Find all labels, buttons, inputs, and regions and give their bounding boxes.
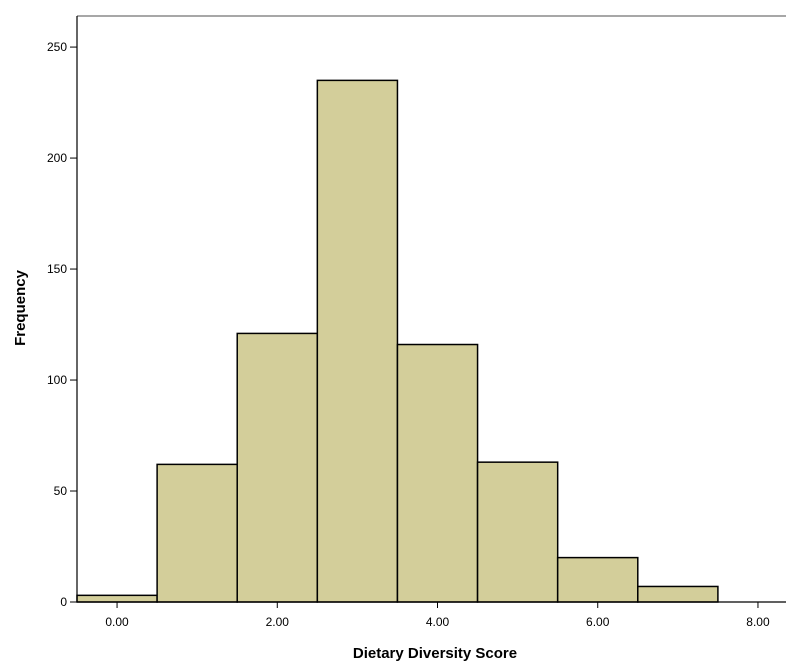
histogram-bar <box>156 463 238 603</box>
histogram-bar <box>236 332 319 603</box>
y-tick-label: 250 <box>47 40 67 54</box>
y-axis-title: Frequency <box>12 269 29 346</box>
histogram-bar <box>396 343 479 603</box>
histogram-bar <box>556 556 639 603</box>
y-tick-label: 50 <box>54 484 68 498</box>
y-tick-label: 100 <box>47 373 67 387</box>
histogram-bar <box>476 461 559 603</box>
x-tick-label: 8.00 <box>746 615 770 629</box>
x-tick-label: 4.00 <box>426 615 450 629</box>
x-tick-label: 0.00 <box>105 615 129 629</box>
histogram-bar <box>637 585 719 603</box>
y-tick-label: 150 <box>47 262 67 276</box>
histogram-bar <box>316 79 399 603</box>
bars-group <box>76 79 719 603</box>
histogram-bar <box>76 594 158 603</box>
x-tick-label: 2.00 <box>266 615 290 629</box>
y-tick-label: 200 <box>47 151 67 165</box>
x-tick-label: 6.00 <box>586 615 610 629</box>
y-axis: 0 50 100 150 200 250 <box>47 40 77 609</box>
plot-frame <box>76 15 786 603</box>
x-axis-title: Dietary Diversity Score <box>353 645 517 662</box>
y-tick-label: 0 <box>60 595 67 609</box>
x-axis: 0.00 2.00 4.00 6.00 8.00 <box>105 602 770 629</box>
